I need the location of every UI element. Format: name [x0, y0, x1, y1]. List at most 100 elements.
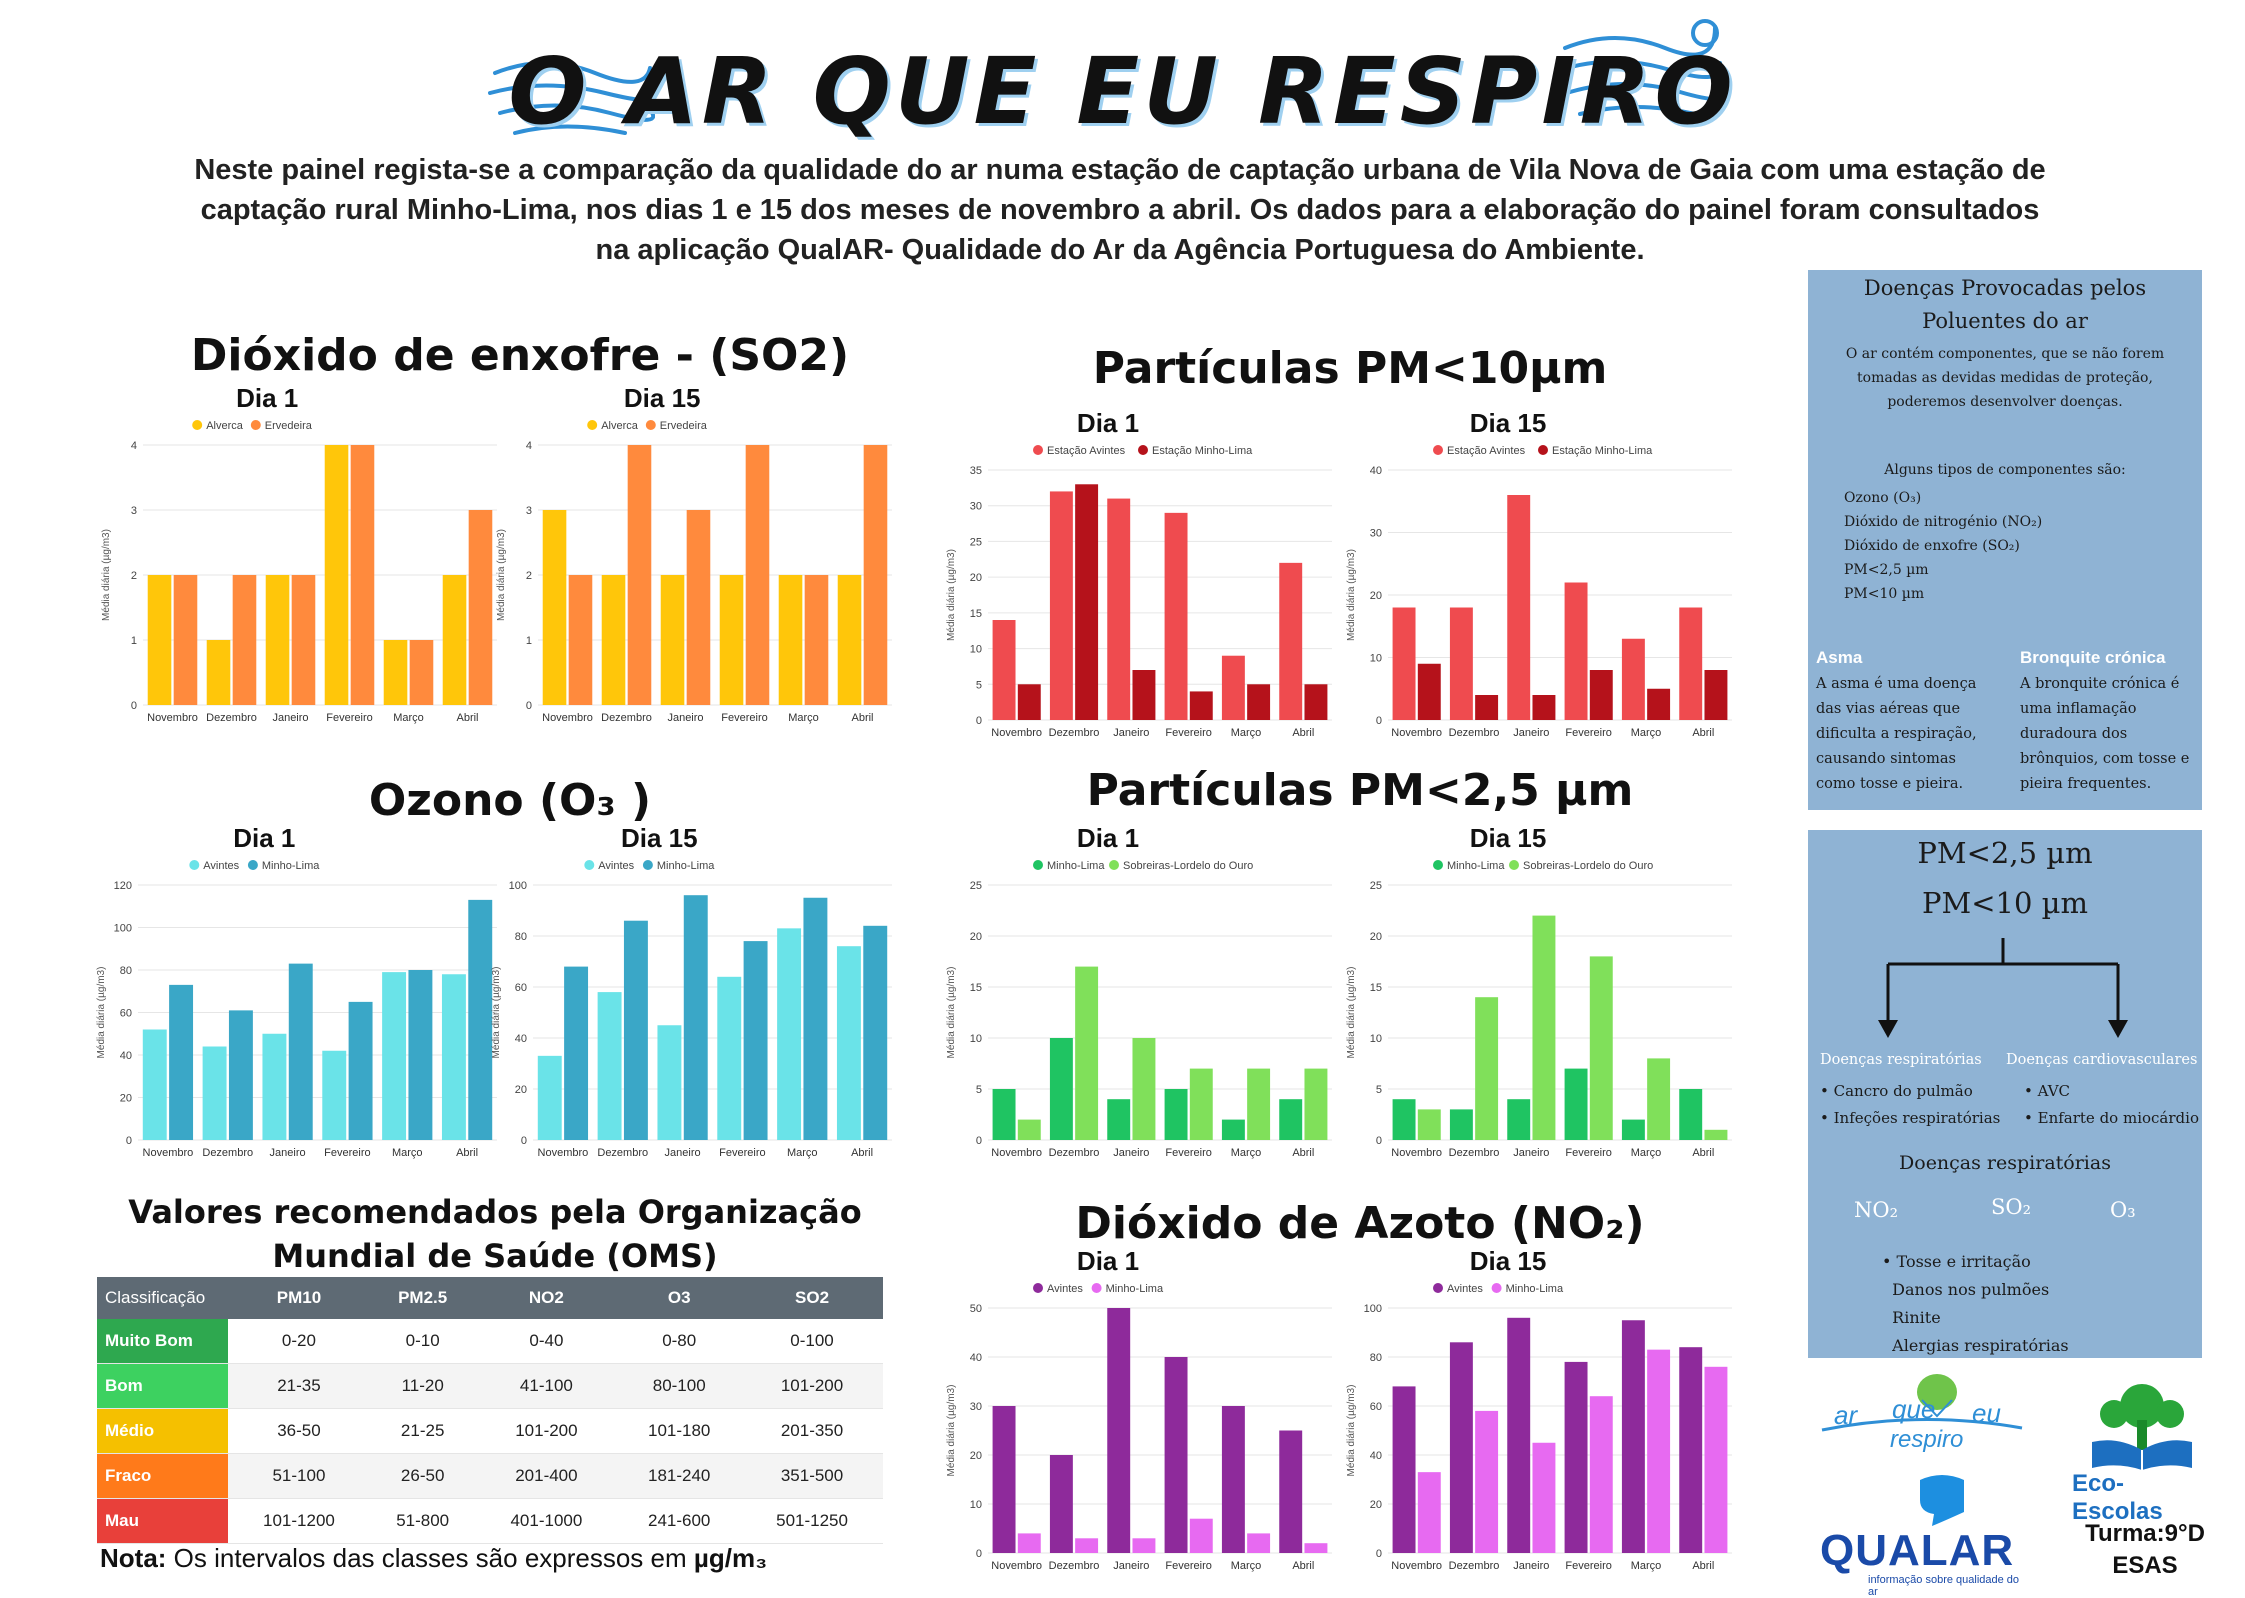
chart-title: Dia 1 [1077, 1246, 1139, 1276]
so2-dia15-chart: Dia 15 Alverca Ervedeira 0 1 2 3 4 Média diária … [496, 383, 892, 724]
logo-word: eu [1972, 1398, 2001, 1428]
y-tick-label: 5 [976, 1084, 982, 1096]
y-tick-label: 40 [120, 1050, 132, 1062]
oms-row: Médio 36-50 21-25 101-200 101-180 201-350 [97, 1408, 883, 1454]
x-tick-label: Abril [851, 1147, 873, 1159]
chart-title: Dia 1 [1077, 823, 1139, 853]
bar [1475, 1410, 1499, 1553]
bar [1049, 491, 1073, 720]
bar [1507, 1099, 1531, 1140]
legend-label: Estação Avintes [1447, 445, 1526, 457]
bar [1279, 1099, 1303, 1140]
bar [265, 575, 290, 705]
y-tick-label: 50 [970, 1303, 982, 1315]
oms-header-cell: O3 [617, 1277, 742, 1319]
card-list-item: • AVC [2024, 1082, 2071, 1100]
qualar-logo: QUALAR informação sobre qualidade do ar [1820, 1470, 2030, 1598]
bar [1589, 1396, 1613, 1553]
oms-value-cell: 201-400 [475, 1453, 618, 1499]
legend-label: Minho-Lima [262, 860, 320, 872]
x-tick-label: Novembro [1391, 1560, 1442, 1572]
panel2-pm10: PM<10 µm [1922, 886, 2088, 920]
bar [601, 575, 626, 705]
bar [1304, 684, 1328, 720]
x-tick-label: Novembro [1391, 1147, 1442, 1159]
bar [564, 966, 589, 1140]
asma-title: Asma [1816, 648, 1863, 667]
nota-unit: µg/m₃ [693, 1543, 768, 1573]
resp-list: • Cancro do pulmão • Infeções respiratór… [1820, 1078, 2000, 1132]
x-tick-label: Março [1231, 1560, 1262, 1572]
y-tick-label: 100 [1364, 1303, 1382, 1315]
bar [597, 992, 622, 1140]
asma-text: A asma é uma doença das vias aéreas que … [1816, 676, 1977, 792]
branch-arrows-icon [1878, 938, 2128, 1038]
bar [1164, 1089, 1188, 1140]
bar [836, 946, 861, 1140]
bar [1132, 1538, 1156, 1553]
y-tick-label: 40 [515, 1033, 527, 1045]
bar [169, 984, 194, 1140]
bar [383, 640, 408, 705]
balloon-icon [1821, 1374, 2023, 1432]
y-tick-label: 40 [1370, 1450, 1382, 1462]
x-tick-label: Fevereiro [1565, 1147, 1611, 1159]
bar [1704, 1129, 1728, 1140]
y-tick-label: 80 [120, 965, 132, 977]
components-list-item: Ozono (O₃) [1844, 490, 1922, 506]
bar [1449, 1109, 1473, 1140]
legend-marker [1433, 860, 1443, 870]
oms-header-cell: Classificação [97, 1277, 228, 1319]
bar [686, 510, 711, 705]
y-axis-label: Média diária (µg/m3) [101, 529, 112, 621]
oms-value-cell: 21-35 [228, 1363, 370, 1409]
turma-text: Turma:9°D [2085, 1520, 2205, 1547]
x-tick-label: Março [1631, 1147, 1662, 1159]
chart-title: Dia 15 [1470, 823, 1547, 853]
y-tick-label: 20 [120, 1093, 132, 1105]
oms-value-cell: 181-240 [617, 1453, 742, 1499]
oms-class-cell: Muito Bom [97, 1319, 228, 1364]
oms-class-cell: Médio [97, 1408, 228, 1454]
bar [348, 1001, 373, 1140]
oms-table-body: Muito Bom 0-20 0-10 0-40 0-80 0-100 Bom 21-35 11… [97, 1319, 883, 1544]
ar-que-eu-respiro-logo: ar que eu respiro [1812, 1370, 2032, 1460]
x-tick-label: Dezembro [1449, 1147, 1500, 1159]
legend-label: Ervedeira [265, 420, 313, 432]
y-tick-label: 3 [526, 505, 532, 517]
legend-marker [1538, 445, 1548, 455]
bar [1392, 607, 1416, 720]
oms-value-cell: 0-20 [228, 1319, 370, 1364]
oms-value-cell: 51-100 [228, 1453, 370, 1499]
legend-label: Minho-Lima [657, 860, 715, 872]
y-tick-label: 25 [1370, 880, 1382, 892]
y-tick-label: 20 [970, 572, 982, 584]
nota-label: Nota: [100, 1543, 167, 1573]
x-tick-label: Novembro [991, 1560, 1042, 1572]
qualar-bubble-icon [1920, 1475, 1964, 1526]
oms-value-cell: 26-50 [369, 1453, 476, 1499]
bar [1647, 688, 1671, 720]
oms-value-cell: 21-25 [369, 1408, 476, 1454]
panel1-intro: O ar contém componentes, que se não fore… [1845, 346, 2165, 410]
bronquite-text: A bronquite crónica é uma inflamação dur… [2020, 676, 2190, 792]
bar [1507, 495, 1531, 720]
bar [262, 1033, 287, 1140]
bar [1107, 1308, 1131, 1553]
x-tick-label: Janeiro [667, 712, 703, 724]
legend-label: Minho-Lima [1047, 860, 1105, 872]
components-list: Ozono (O₃) Dióxido de nitrogénio (NO₂) D… [1844, 486, 2042, 606]
oms-table: Classificação PM10 PM2.5 NO2 O3 SO2 Muit… [97, 1277, 883, 1544]
bar [1049, 1038, 1073, 1140]
bar [1621, 638, 1645, 720]
y-tick-label: 60 [515, 982, 527, 994]
y-tick-label: 40 [1370, 465, 1382, 477]
legend-label: Alverca [601, 420, 639, 432]
oms-value-cell: 351-500 [741, 1453, 883, 1499]
no2-dia15-chart: Dia 15 Avintes Minho-Lima 0 20 40 60 80 100 Média… [1346, 1246, 1732, 1572]
bar [202, 1046, 227, 1140]
card-list: • AVC • Enfarte do miocárdio [2024, 1078, 2199, 1132]
y-tick-label: 5 [976, 679, 982, 691]
no2-dia1-chart: Dia 1 Avintes Minho-Lima 0 10 20 30 40 50 Média d… [946, 1246, 1332, 1572]
x-tick-label: Dezembro [1449, 727, 1500, 739]
